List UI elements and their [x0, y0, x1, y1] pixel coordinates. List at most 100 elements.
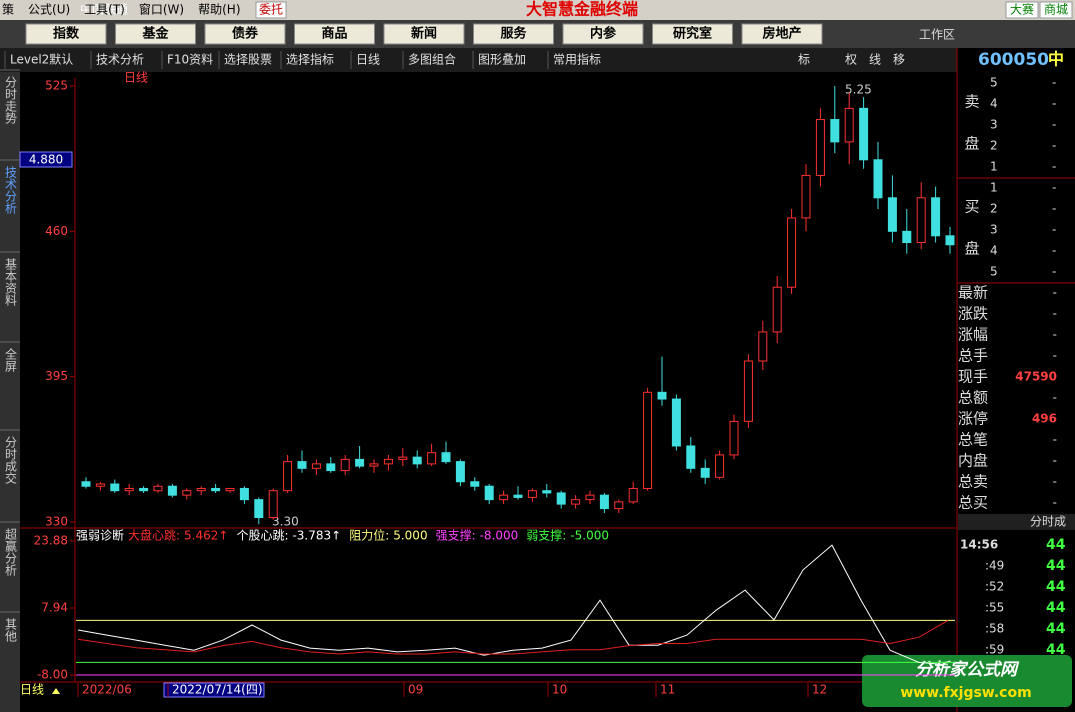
trade-time: :59	[985, 643, 1004, 657]
menu-item[interactable]: 公式(U)	[28, 3, 70, 17]
toolbar-item[interactable]: 选择股票	[224, 53, 272, 67]
side-tab[interactable]: 其他	[4, 618, 18, 642]
entrust-label[interactable]: 委托	[259, 3, 283, 17]
nav-button[interactable]	[473, 23, 554, 45]
menu-button[interactable]	[1005, 1, 1039, 19]
nav-label[interactable]: 基金	[141, 26, 169, 42]
toolbar-item[interactable]: 图形叠加	[478, 53, 526, 67]
quote-label: 总卖	[958, 473, 988, 491]
nav-label[interactable]: 指数	[53, 26, 80, 42]
tool-icon[interactable]: 权	[845, 53, 857, 67]
trade-time: :49	[985, 559, 1004, 573]
menu-right-item[interactable]: 商城	[1044, 2, 1068, 17]
nav-button[interactable]	[383, 23, 465, 45]
toolbar-item[interactable]: 常用指标	[553, 52, 601, 67]
candle-body	[657, 391, 667, 400]
candle-body	[383, 458, 393, 465]
entrust-button[interactable]	[255, 1, 287, 19]
quote-label: 内盘	[958, 452, 988, 470]
candle-body	[182, 490, 192, 496]
side-tab[interactable]: 分时成交	[4, 436, 18, 485]
candle-body	[758, 331, 768, 362]
indicator-value: -8.000	[480, 529, 519, 543]
candle-body	[225, 487, 235, 492]
side-tab[interactable]: 基本资料	[4, 258, 18, 306]
nav-label[interactable]: 内参	[590, 26, 617, 42]
candle-body	[887, 197, 897, 232]
workspace[interactable]: 工作区	[919, 28, 955, 42]
y-tick-label: 23.88	[34, 534, 68, 548]
cursor-date-box	[163, 682, 265, 698]
quote-label: 最新	[958, 284, 988, 302]
toolbar-item[interactable]: F10资料	[167, 53, 213, 67]
nav-label[interactable]: 新闻	[411, 26, 437, 42]
side-tab[interactable]: 分时走势	[4, 76, 18, 124]
trade-price: 44	[1046, 558, 1066, 574]
nav-label[interactable]: 房地产	[762, 26, 801, 42]
trades-header	[958, 514, 1075, 530]
nav-label[interactable]: 商品	[321, 26, 347, 42]
nav-button[interactable]	[204, 23, 286, 45]
toolbar-item[interactable]: 多图组合	[408, 52, 456, 67]
toolbar-item[interactable]: Level2默认	[10, 52, 73, 67]
toolbar-item[interactable]: 日线	[356, 53, 380, 67]
candle-body	[527, 490, 537, 498]
side-tab[interactable]: 超赢分析	[4, 527, 18, 577]
nav-button[interactable]	[562, 23, 644, 45]
book-level: 3	[990, 118, 998, 132]
period-arrow[interactable]	[52, 688, 60, 694]
menu-item[interactable]: 帮助(H)	[198, 3, 240, 17]
quote-label: 涨幅	[958, 326, 988, 344]
nav-label[interactable]: 债券	[232, 26, 259, 42]
toolbar-item[interactable]: 技术分析	[96, 53, 144, 67]
book-side: 买	[964, 198, 979, 216]
quote-label: 涨停	[958, 410, 988, 428]
menu-right-item[interactable]: 大赛	[1010, 2, 1034, 17]
nav-button[interactable]	[115, 23, 196, 45]
nav-button[interactable]	[741, 23, 823, 45]
side-tabs	[0, 72, 20, 712]
candle-body	[211, 487, 221, 492]
x-tick-label: 11	[660, 683, 675, 697]
book-level: 5	[990, 265, 998, 279]
book-empty: -	[1052, 97, 1056, 111]
trade-price: 44	[1046, 621, 1066, 637]
y-tick-label: -8.00	[37, 668, 68, 682]
tool-icon[interactable]: 标	[798, 53, 810, 67]
candle-body	[671, 398, 681, 447]
low-label: 3.30	[272, 515, 299, 529]
nav-button[interactable]	[294, 23, 375, 45]
menu-item[interactable]: 工具(T)	[84, 3, 125, 17]
trade-price: 44	[1046, 600, 1066, 616]
quote-label: 总笔	[958, 431, 988, 449]
nav-label[interactable]: 服务	[500, 26, 527, 42]
indicator-colon: :	[176, 529, 180, 543]
candle-body	[311, 463, 321, 469]
candle-body	[542, 490, 552, 494]
tool-icon[interactable]: 线	[869, 53, 881, 67]
candle-body	[254, 499, 264, 519]
quote-label: 总买	[958, 494, 988, 512]
side-tab[interactable]: 全屏	[4, 347, 18, 373]
time-period: 日线	[20, 683, 44, 697]
candle-body	[815, 119, 825, 176]
book-level: 5	[990, 76, 998, 90]
nav-button[interactable]	[652, 23, 733, 45]
tool-icon[interactable]: 移	[893, 53, 905, 67]
trade-price: 44	[1046, 642, 1066, 658]
toolbar-item[interactable]: 选择指标	[286, 52, 334, 67]
book-level: 2	[990, 139, 998, 153]
candle-body	[801, 174, 811, 219]
side-tab[interactable]: 技术分析	[4, 166, 18, 215]
indicator-colon: :	[284, 529, 288, 543]
nav-button[interactable]	[25, 23, 107, 45]
menu-item[interactable]: 策	[2, 3, 14, 17]
trades-title: 分时成	[1030, 515, 1066, 529]
quote-label: 总额	[958, 389, 988, 407]
menu-button[interactable]	[1039, 1, 1073, 19]
indicator-line	[77, 544, 949, 666]
book-side: 盘	[964, 135, 979, 153]
nav-label[interactable]: 研究室	[673, 26, 712, 42]
menu-item[interactable]: 窗口(W)	[139, 3, 184, 17]
candle-body	[599, 494, 609, 510]
